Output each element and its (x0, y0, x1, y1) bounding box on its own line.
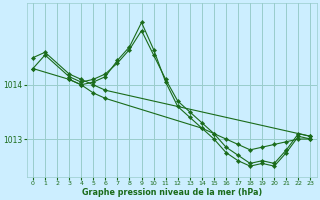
X-axis label: Graphe pression niveau de la mer (hPa): Graphe pression niveau de la mer (hPa) (82, 188, 262, 197)
